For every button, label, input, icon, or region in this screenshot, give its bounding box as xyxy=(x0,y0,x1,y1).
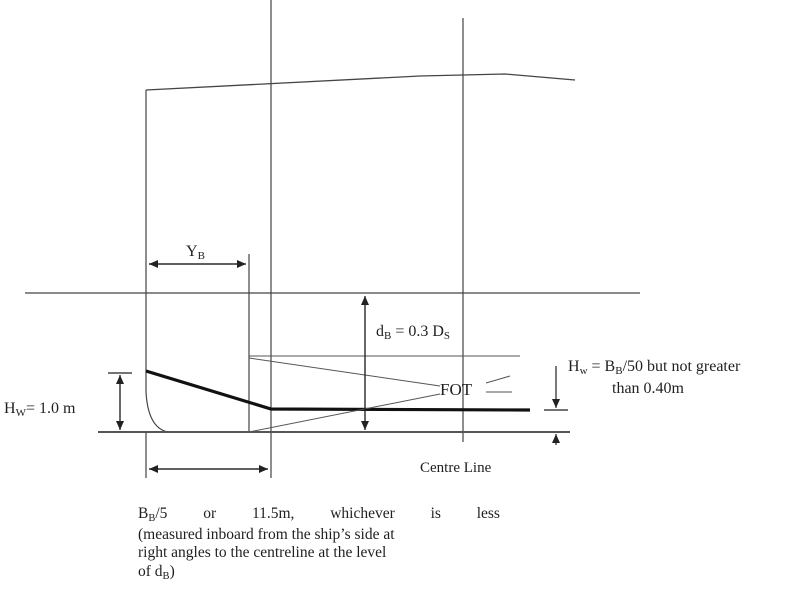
note-line-3: right angles to the centreline at the le… xyxy=(138,544,387,562)
fot-lower-taper xyxy=(248,393,441,433)
inner-bottom-line xyxy=(145,369,531,412)
fot-upper-taper xyxy=(248,357,441,387)
note-word: 11.5m, xyxy=(251,505,295,522)
note-word: less xyxy=(476,505,500,522)
note-line-2: (measured inboard from the ship’s side a… xyxy=(138,525,395,543)
db-label: dB = 0.3 DS xyxy=(376,323,451,342)
deck-line xyxy=(145,73,576,91)
bilge-curve xyxy=(145,391,169,433)
yb-label: YB xyxy=(186,243,205,262)
note-word: is xyxy=(430,505,441,522)
fot-pointer-1 xyxy=(485,375,511,384)
fot-label: FOT xyxy=(440,380,473,399)
hw-right-label-line2: than 0.40m xyxy=(612,380,684,397)
note-word: whichever xyxy=(330,505,395,522)
note-word: or xyxy=(203,505,217,522)
note-word: BB/5 xyxy=(138,505,168,524)
note-line-1: BB/5 or 11.5m, whichever is less xyxy=(138,505,500,526)
width-note: BB/5 or 11.5m, whichever is less (measured in… xyxy=(138,505,500,583)
hw-left-label: HW= 1.0 m xyxy=(4,400,76,419)
centre-line-label: Centre Line xyxy=(420,460,492,476)
note-line-4: of dB) xyxy=(138,562,175,582)
hw-right-label: Hw = BB/50 but not greater xyxy=(568,358,741,377)
